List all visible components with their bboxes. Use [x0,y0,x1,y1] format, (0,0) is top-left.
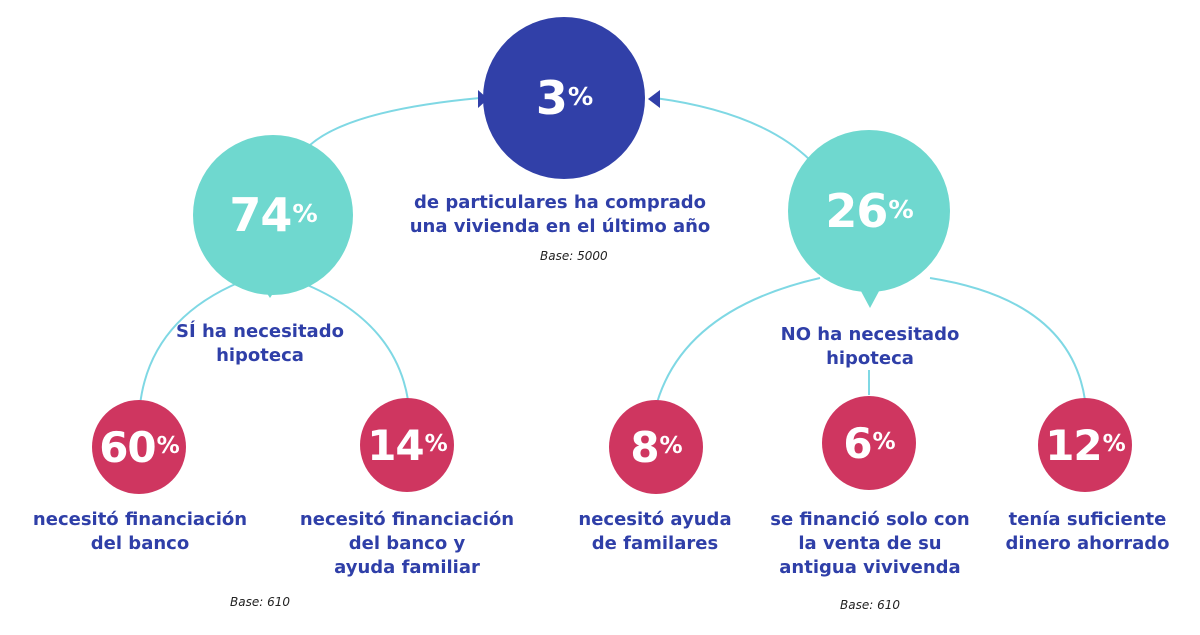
top-percent-unit: % [567,82,593,112]
connector-top-left [309,97,481,146]
top-label: de particulares ha comprado una vivienda… [409,192,711,237]
leaf-1-value: 60 [99,422,156,472]
leaf-3-unit: % [659,432,683,459]
leaf-2-label: necesitó financiación del banco y ayuda … [299,509,515,578]
leaf-4-label: se financió solo con la venta de su anti… [770,509,970,578]
connector-left-leaf2 [299,281,409,401]
leaf-1-unit: % [156,432,180,459]
leaf-1-circle: 60% [92,400,186,494]
leaf-5-circle: 12% [1038,398,1132,492]
leaf-4-value: 6 [843,418,872,468]
left-percent-unit: % [292,199,317,229]
top-circle-right-notch [648,90,660,108]
right-percent-value: 26 [825,184,888,238]
left-base: Base: 610 [230,595,290,609]
left-percent-value: 74 [229,188,292,242]
leaf-2-value: 14 [367,420,424,470]
leaf-4-circle: 6% [822,396,916,490]
leaf-3-label: necesitó ayuda de familares [578,509,732,554]
top-percent-value: 3 [535,71,568,125]
right-percent-circle: 26% [788,130,950,292]
top-percent-circle: 3% [483,17,645,179]
leaf-3-circle: 8% [609,400,703,494]
leaf-2-unit: % [424,430,448,457]
connector-right-leaf3 [654,277,821,411]
leaf-5-value: 12 [1045,420,1102,470]
leaf-5-label: tenía suficiente dinero ahorrado [1005,509,1170,554]
left-label: SÍ ha necesitado hipoteca [176,321,344,366]
left-percent-circle: 74% [193,135,353,295]
leaf-4-unit: % [872,428,896,455]
connector-right-leaf5 [929,277,1086,401]
leaf-3-value: 8 [630,422,659,472]
right-percent-unit: % [888,195,913,225]
leaf-2-circle: 14% [360,398,454,492]
top-base: Base: 5000 [540,249,608,263]
leaf-1-label: necesitó financiación del banco [32,509,248,554]
connector-top-right [654,97,811,161]
right-label: NO ha necesitado hipoteca [780,324,960,369]
connector-left-leaf1 [139,281,241,406]
leaf-5-unit: % [1102,430,1126,457]
right-base: Base: 610 [840,598,900,612]
